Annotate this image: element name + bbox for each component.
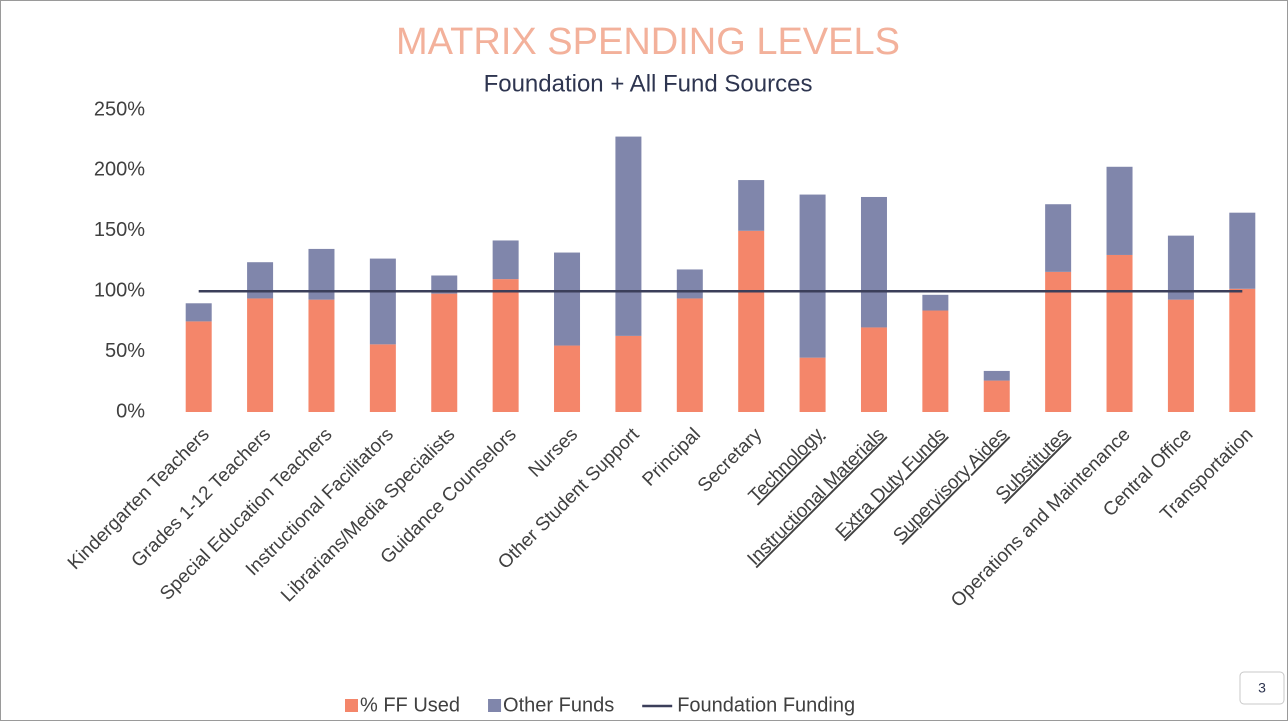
bar-segment <box>860 196 887 328</box>
bar-segment <box>983 370 1010 381</box>
page-number: 3 <box>1258 680 1266 696</box>
bar-segment <box>799 357 826 412</box>
y-tick-label: 250% <box>94 98 145 120</box>
y-tick-label: 100% <box>94 279 145 301</box>
page-number-box <box>1239 671 1285 705</box>
chart-title: MATRIX SPENDING LEVELS <box>396 21 900 63</box>
bar-segment <box>676 298 703 412</box>
y-tick-label: 200% <box>94 159 145 181</box>
bar-segment <box>738 230 765 412</box>
legend-label: % FF Used <box>360 694 460 716</box>
bar-segment <box>922 310 949 412</box>
chart-subtitle: Foundation + All Fund Sources <box>484 70 813 97</box>
bar-segment <box>615 335 642 412</box>
bar-segment <box>799 194 826 358</box>
bar-segment <box>247 298 274 412</box>
bar-segment <box>431 275 458 294</box>
bar-segment <box>369 258 396 345</box>
bar-segment <box>1167 235 1194 300</box>
bar-segment <box>431 293 458 412</box>
legend-label: Other Funds <box>503 694 614 716</box>
bar-segment <box>1229 212 1256 289</box>
bar-segment <box>247 262 274 299</box>
legend-swatch <box>488 699 502 712</box>
bar-segment <box>615 136 642 336</box>
y-tick-label: 150% <box>94 219 145 241</box>
bar-segment <box>1229 288 1256 412</box>
bar-segment <box>492 240 519 280</box>
bar-segment <box>1045 204 1072 272</box>
bar-segment <box>554 345 581 412</box>
bar-segment <box>1167 299 1194 412</box>
bar-segment <box>1106 166 1133 255</box>
bar-segment <box>554 252 581 346</box>
bar-segment <box>369 344 396 412</box>
bar-segment <box>676 269 703 299</box>
legend-label: Foundation Funding <box>677 694 855 716</box>
bar-segment <box>860 327 887 412</box>
bar-segment <box>983 380 1010 412</box>
bar-segment <box>308 299 335 412</box>
bar-segment <box>738 180 765 231</box>
bar-segment <box>922 294 949 311</box>
bar-segment <box>185 321 212 412</box>
bar-segment <box>185 303 212 322</box>
y-tick-label: 50% <box>105 340 145 362</box>
bar-segment <box>1106 254 1133 412</box>
y-tick-label: 0% <box>116 400 145 422</box>
bar-segment <box>492 279 519 412</box>
legend-swatch <box>345 699 358 712</box>
bar-segment <box>1045 271 1072 412</box>
